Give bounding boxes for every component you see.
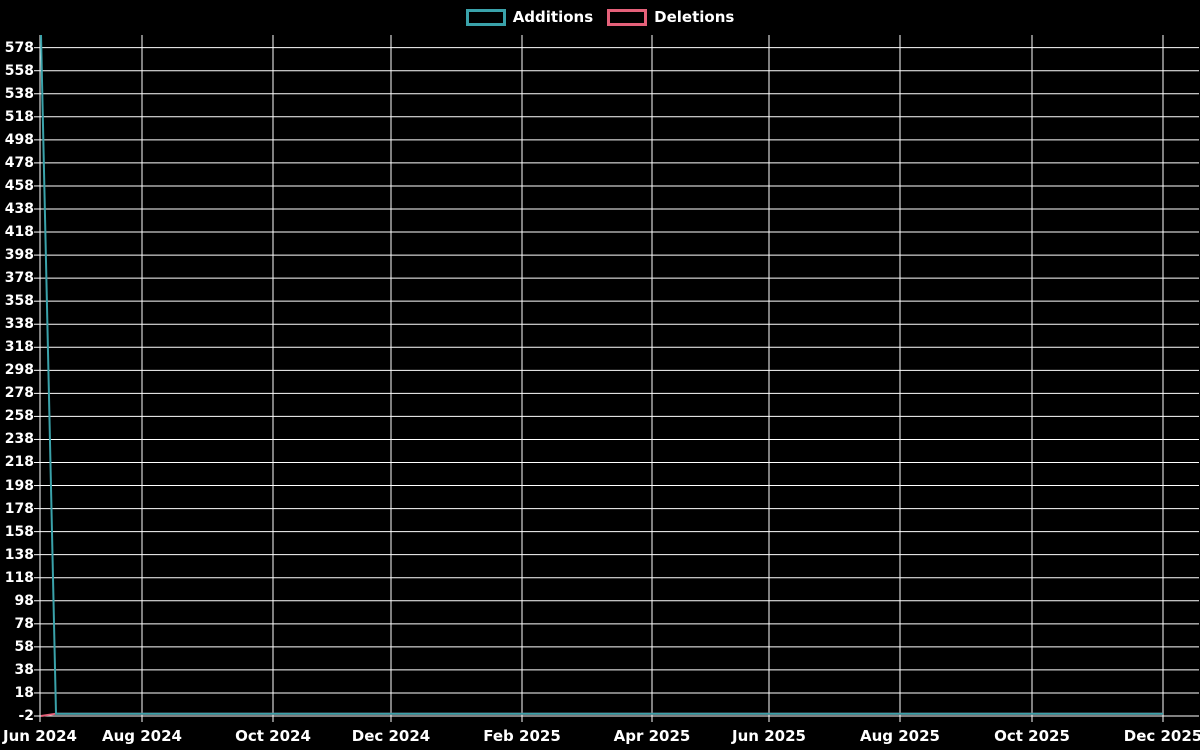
y-tick-label: 158 — [4, 523, 34, 540]
y-tick-label: 578 — [4, 39, 34, 56]
series-line-additions — [40, 34, 1163, 715]
y-tick-label: 238 — [4, 431, 34, 448]
x-tick-label: Aug 2025 — [860, 727, 940, 745]
y-tick-label: 398 — [4, 247, 34, 264]
y-tick-label: 18 — [14, 684, 34, 701]
y-tick-label: 78 — [14, 615, 34, 632]
y-tick-label: 38 — [14, 661, 34, 678]
x-tick-label: Dec 2024 — [351, 727, 431, 745]
y-tick-label: 218 — [4, 454, 34, 471]
y-tick-label: 518 — [4, 108, 34, 125]
y-tick-label: 278 — [4, 385, 34, 402]
x-tick-label: Jun 2025 — [732, 727, 806, 745]
y-tick-label: 558 — [4, 62, 34, 79]
legend-label-additions: Additions — [512, 8, 594, 26]
y-tick-label: -2 — [18, 708, 34, 724]
x-tick-label: Feb 2025 — [483, 727, 561, 745]
additions-swatch-icon — [465, 8, 506, 26]
y-tick-label: 478 — [4, 154, 34, 171]
deletions-swatch-icon — [607, 8, 648, 26]
y-tick-label: 138 — [4, 546, 34, 563]
x-tick-label: Jun 2024 — [3, 727, 77, 745]
y-tick-label: 98 — [14, 592, 34, 609]
y-tick-label: 178 — [4, 500, 34, 517]
y-tick-label: 418 — [4, 224, 34, 241]
y-tick-label: 378 — [4, 270, 34, 287]
y-tick-label: 58 — [14, 638, 34, 655]
x-tick-label: Aug 2024 — [102, 727, 182, 745]
y-tick-label: 338 — [4, 316, 34, 333]
y-tick-label: 258 — [4, 408, 34, 425]
y-tick-label: 358 — [4, 293, 34, 310]
legend-label-deletions: Deletions — [654, 8, 735, 26]
legend-item-deletions[interactable]: Deletions — [607, 8, 734, 26]
y-tick-label: 298 — [4, 362, 34, 379]
y-tick-label: 118 — [4, 569, 34, 586]
y-tick-label: 438 — [4, 200, 34, 217]
y-tick-label: 198 — [4, 477, 34, 494]
y-tick-label: 458 — [4, 177, 34, 194]
legend-item-additions[interactable]: Additions — [465, 8, 594, 26]
x-tick-label: Dec 2025 — [1123, 727, 1200, 745]
y-tick-label: 538 — [4, 85, 34, 102]
y-tick-label: 318 — [4, 339, 34, 356]
legend: Additions Deletions — [0, 8, 1200, 26]
y-tick-label: 498 — [4, 131, 34, 148]
x-tick-label: Apr 2025 — [613, 727, 691, 745]
x-tick-label: Oct 2024 — [235, 727, 311, 745]
x-tick-label: Oct 2025 — [994, 727, 1070, 745]
